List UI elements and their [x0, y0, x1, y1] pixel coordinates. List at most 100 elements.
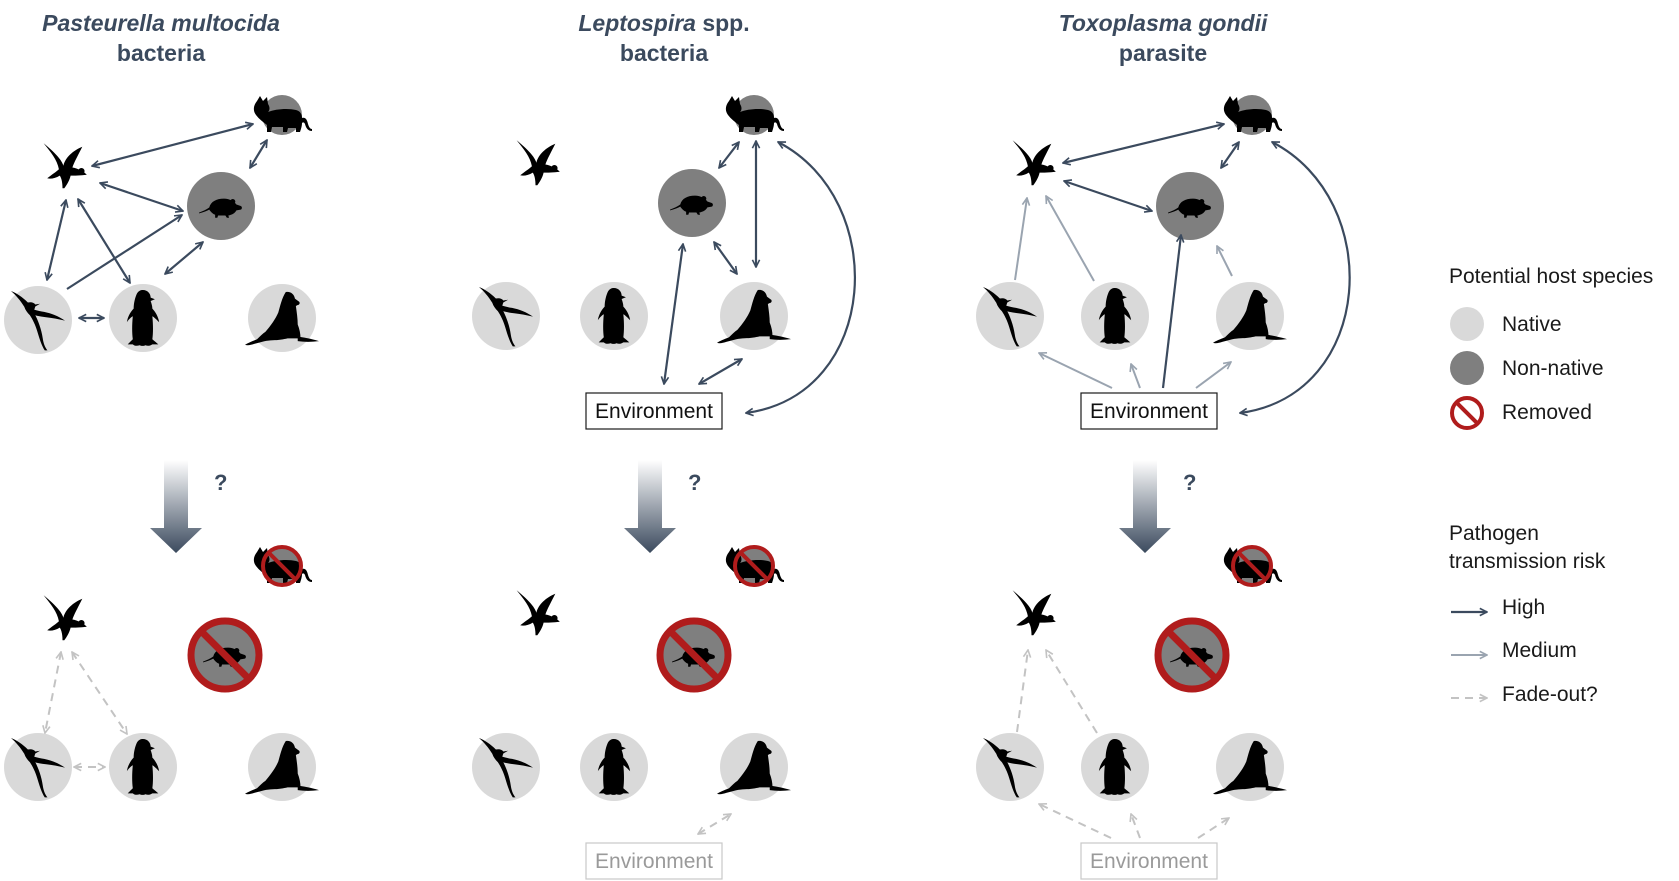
- removed-icon: [187, 617, 263, 693]
- transmission-arrow: [1016, 650, 1028, 733]
- pathogen-type: bacteria: [620, 40, 708, 66]
- transmission-arrow: [66, 215, 182, 290]
- removed-slash: [1165, 628, 1219, 682]
- albatross-host: [472, 282, 540, 350]
- pathogen-type: bacteria: [117, 40, 205, 66]
- skua-icon: [1012, 140, 1056, 186]
- question-mark: ?: [1183, 470, 1196, 495]
- removed-slash: [739, 551, 769, 581]
- removed-slash: [667, 628, 721, 682]
- transmission-arrow: [1131, 364, 1141, 389]
- legend-risk-title-1: Pathogen: [1449, 522, 1539, 545]
- seal-host: [717, 282, 791, 350]
- penguin-host: [580, 733, 648, 801]
- legend-fade-label: Fade-out?: [1502, 683, 1598, 706]
- seal-host: [717, 733, 791, 801]
- skua-icon: [1012, 590, 1056, 636]
- native-host-circle: [976, 733, 1044, 801]
- penguin-host: [109, 284, 177, 352]
- transmission-arrow: [699, 358, 742, 385]
- skua-host: [1012, 140, 1056, 186]
- pathogen-type: parasite: [1119, 40, 1207, 66]
- outcome-down-arrow: ?: [150, 460, 227, 553]
- albatross-host: [976, 733, 1044, 801]
- transmission-arrow: [1039, 804, 1112, 839]
- cat-host-removed: [1223, 545, 1282, 587]
- penguin-host: [109, 733, 177, 801]
- albatross-host: [4, 733, 72, 801]
- transmission-arrow: [698, 814, 731, 834]
- transmission-arrow: [1064, 181, 1152, 211]
- removed-icon: [733, 545, 775, 587]
- removed-icon: [656, 617, 732, 693]
- skua-host: [43, 143, 87, 189]
- skua-host: [516, 590, 560, 636]
- cat-host: [253, 95, 312, 135]
- cat-host-removed: [253, 545, 312, 587]
- removed-slash: [1237, 551, 1267, 581]
- skua-host: [516, 140, 560, 186]
- removed-icon: [1154, 617, 1230, 693]
- native-host-circle: [4, 733, 72, 801]
- legend-hosts-title: Potential host species: [1449, 265, 1653, 288]
- penguin-host: [580, 282, 648, 350]
- legend-removed-label: Removed: [1502, 401, 1592, 424]
- cat-host: [725, 95, 784, 135]
- transmission-arrow: [45, 652, 61, 733]
- panel-title: Pasteurella multocida bacteria: [42, 10, 280, 66]
- panel-title: Leptospira spp. bacteria: [578, 10, 749, 66]
- environment-label: Environment: [1090, 400, 1208, 423]
- transmission-arrow: [1195, 362, 1231, 389]
- panel-title: Toxoplasma gondii parasite: [1059, 10, 1268, 66]
- outcome-down-arrow: ?: [624, 460, 701, 553]
- albatross-host: [4, 286, 72, 354]
- penguin-host: [1081, 282, 1149, 350]
- legend-removed-slash: [1454, 400, 1480, 426]
- seal-host: [245, 733, 319, 801]
- pathogen-name: Toxoplasma gondii: [1059, 10, 1268, 36]
- albatross-host: [472, 733, 540, 801]
- transmission-arrow: [72, 652, 127, 734]
- seal-host: [1213, 733, 1287, 801]
- native-host-circle: [4, 286, 72, 354]
- removed-slash: [198, 628, 252, 682]
- transmission-arrow: [1014, 198, 1027, 281]
- skua-icon: [516, 590, 560, 636]
- transmission-arrow: [1221, 142, 1239, 168]
- transmission-arrow: [47, 200, 66, 280]
- environment-label: Environment: [595, 400, 713, 423]
- environment-box-faded: Environment: [1080, 842, 1218, 880]
- transmission-curve: [746, 141, 857, 413]
- legend: Potential host species Native Non-native Re…: [1449, 265, 1653, 706]
- skua-icon: [516, 140, 560, 186]
- pathogen-name: Leptospira spp.: [578, 10, 749, 36]
- transmission-arrow: [1197, 818, 1229, 839]
- environment-box-faded: Environment: [585, 842, 723, 880]
- question-mark: ?: [214, 470, 227, 495]
- cat-host: [1223, 95, 1282, 135]
- seal-host: [245, 284, 319, 352]
- removed-slash: [267, 551, 297, 581]
- seal-host: [1213, 282, 1287, 350]
- transmission-curve: [1240, 141, 1351, 413]
- transmission-arrow: [1131, 814, 1141, 839]
- skua-icon: [43, 143, 87, 189]
- transmission-arrow: [92, 124, 253, 166]
- albatross-host: [976, 282, 1044, 350]
- native-host-circle: [976, 282, 1044, 350]
- removed-icon: [1231, 545, 1273, 587]
- environment-box: Environment: [1080, 392, 1218, 430]
- legend-native-label: Native: [1502, 313, 1562, 336]
- transmission-arrow: [1063, 124, 1224, 163]
- question-mark: ?: [688, 470, 701, 495]
- pathogen-name: Pasteurella multocida: [42, 10, 280, 36]
- environment-box: Environment: [585, 392, 723, 430]
- skua-host: [43, 595, 87, 641]
- penguin-host: [1081, 733, 1149, 801]
- transmission-arrow: [78, 199, 130, 283]
- transmission-arrow: [100, 183, 183, 211]
- legend-removed-icon: [1450, 396, 1484, 430]
- transmission-arrow: [714, 242, 737, 274]
- transmission-arrow: [1161, 235, 1181, 389]
